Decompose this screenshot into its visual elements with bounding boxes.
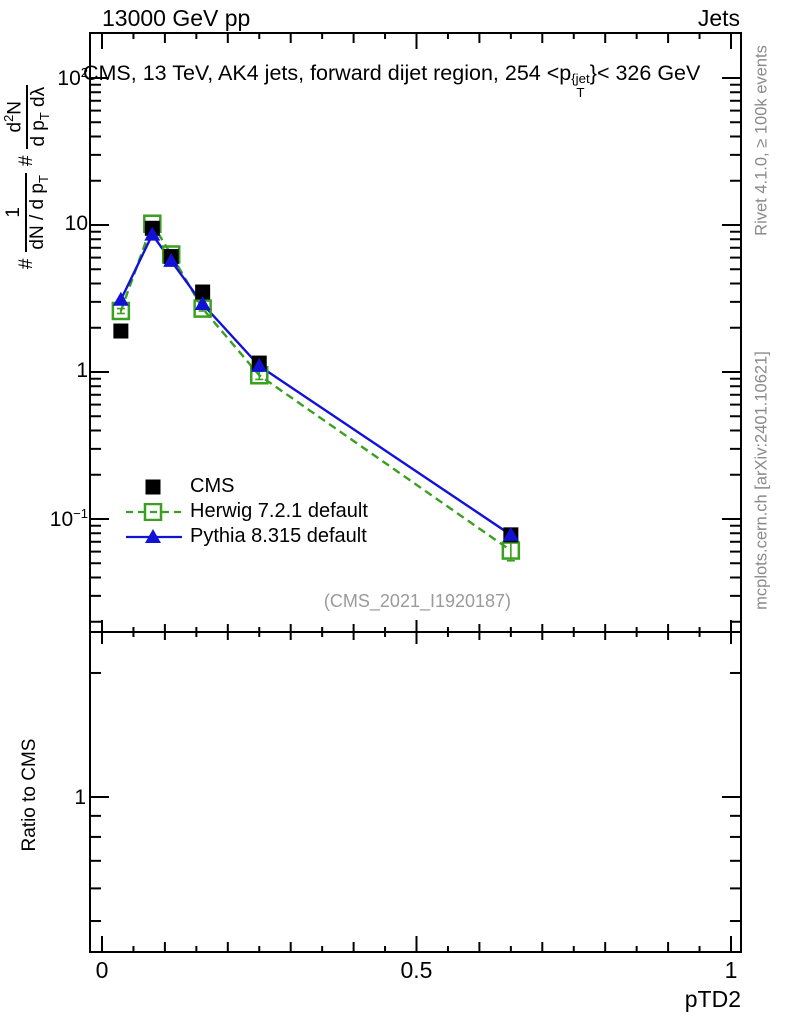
legend-marker-triangle-filled [126, 528, 182, 543]
pythia-data-point [502, 526, 519, 541]
cms-data-point [195, 284, 211, 300]
rivet-version-note: Rivet 4.1.0, ≥ 100k events [752, 45, 771, 236]
legend-marker-glyph [145, 528, 161, 543]
pythia-data-point [251, 357, 268, 372]
y-axis-ticks [91, 77, 740, 623]
pythia-data-point [144, 226, 161, 241]
pythia-markers [112, 226, 519, 541]
herwig-data-point [501, 541, 521, 560]
beam-energy-label: 13000 GeV pp [102, 5, 251, 31]
pythia-data-point [112, 291, 129, 306]
legend-marker-square-open [126, 502, 182, 521]
x-tick-label: 1 [724, 957, 738, 983]
x-tick-label: 0.5 [400, 957, 433, 983]
legend: CMS Herwig 7.2.1 default Pythia 8.315 defa… [126, 474, 368, 549]
y-tick-label: 102 [57, 65, 88, 90]
legend-marker-glyph [145, 479, 161, 494]
analysis-group-label: Jets [697, 5, 740, 31]
pythia-data-point [163, 252, 180, 267]
x-axis-title: pTD2 [684, 986, 741, 1012]
x-axis-ticks [101, 34, 732, 951]
y-axis-label-fraction-2: d2N d pT dλ [0, 84, 52, 149]
ratio-axis-label: Ratio to CMS [19, 738, 40, 852]
legend-label: CMS [190, 475, 235, 497]
legend-item: Pythia 8.315 default [126, 524, 368, 549]
legend-item: Herwig 7.2.1 default [126, 499, 368, 524]
legend-marker-square-filled [145, 479, 161, 494]
pythia-data-point [194, 296, 211, 311]
plot-title-text: CMS, 13 TeV, AK4 jets, forward dijet reg… [83, 61, 572, 85]
x-tick-label: 0 [95, 957, 109, 983]
legend-label: Pythia 8.315 default [190, 525, 367, 547]
pythia-line [119, 232, 512, 536]
legend-label: Herwig 7.2.1 default [190, 500, 368, 522]
ratio-tick-label: 1 [74, 786, 86, 809]
y-tick-label: 10−1 [49, 506, 88, 531]
y-tick-label: 1 [76, 359, 88, 382]
analysis-id-watermark: (CMS_2021_I1920187) [323, 591, 512, 611]
legend-item: CMS [126, 474, 368, 499]
cms-data-point [113, 323, 129, 339]
ratio-axis-ticks [91, 671, 740, 923]
mcplots-arxiv-note: mcplots.cern.ch [arXiv:2401.10621] [752, 351, 771, 610]
y-tick-label: 10 [64, 212, 88, 235]
plot-title-pt-superscript: {jet T [571, 71, 590, 101]
plot-title: CMS, 13 TeV, AK4 jets, forward dijet reg… [83, 61, 701, 101]
legend-marker-glyph [143, 502, 163, 521]
